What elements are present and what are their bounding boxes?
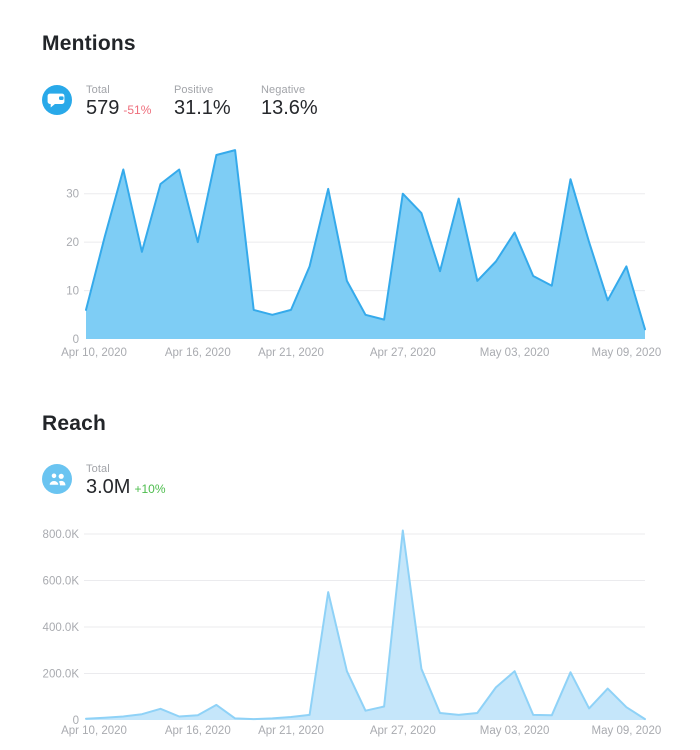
metric-label: Total (86, 84, 110, 96)
metric-label: Positive (174, 84, 214, 96)
mentions-positive-metric: Positive 31.1% (174, 84, 231, 119)
mentions-icon-badge (42, 85, 72, 115)
chat-bubble-icon (42, 85, 72, 115)
x-axis-label: Apr 27, 2020 (370, 347, 436, 359)
y-axis-label: 10 (66, 286, 79, 298)
reach-section-title: Reach (42, 412, 107, 435)
mentions-negative-value: 13.6% (261, 97, 318, 119)
reach-total-value: 3.0M (86, 476, 131, 498)
mentions-section-title: Mentions (42, 32, 136, 55)
x-axis-label: Apr 10, 2020 (61, 347, 127, 359)
people-icon (42, 464, 72, 494)
x-axis-label: May 09, 2020 (592, 347, 662, 359)
y-axis-label: 400.0K (43, 622, 80, 634)
mentions-total-delta: -51% (123, 103, 152, 117)
y-axis-label: 30 (66, 189, 79, 201)
reach-icon-badge (42, 464, 72, 494)
area-line (85, 529, 646, 721)
x-axis-label: Apr 27, 2020 (370, 725, 436, 737)
area-fill (86, 150, 645, 339)
y-axis-label: 600.0K (43, 576, 80, 588)
metric-label: Negative (261, 84, 306, 96)
reach-total-metric: Total 3.0M +10% (86, 463, 166, 498)
reach-total-delta: +10% (134, 482, 166, 496)
mentions-total-value: 579 (86, 97, 120, 119)
reach-area-chart[interactable]: 0 200.0K 400.0K 600.0K 800.0K Apr 10, 2020 Apr… (0, 520, 700, 750)
x-axis-label: Apr 16, 2020 (165, 347, 231, 359)
y-axis-label: 800.0K (43, 529, 80, 541)
x-axis-label: Apr 10, 2020 (61, 725, 127, 737)
mentions-total-metric: Total 579 -51% (86, 84, 151, 119)
x-axis-label: Apr 21, 2020 (258, 347, 324, 359)
y-axis-label: 0 (73, 715, 79, 727)
mentions-negative-metric: Negative 13.6% (261, 84, 318, 119)
metric-label: Total (86, 463, 110, 475)
mentions-area-chart[interactable]: 0 10 20 30 Apr 10, 2020 Apr 16, 2020 Apr 21, 2… (0, 140, 700, 368)
y-axis-label: 20 (66, 237, 79, 249)
area-line (85, 149, 646, 331)
y-axis-label: 0 (73, 334, 79, 346)
y-axis-label: 200.0K (43, 669, 80, 681)
x-axis-label: Apr 16, 2020 (165, 725, 231, 737)
mentions-positive-value: 31.1% (174, 97, 231, 119)
x-axis-label: May 09, 2020 (592, 725, 662, 737)
x-axis-label: Apr 21, 2020 (258, 725, 324, 737)
x-axis-label: May 03, 2020 (480, 725, 550, 737)
x-axis-label: May 03, 2020 (480, 347, 550, 359)
